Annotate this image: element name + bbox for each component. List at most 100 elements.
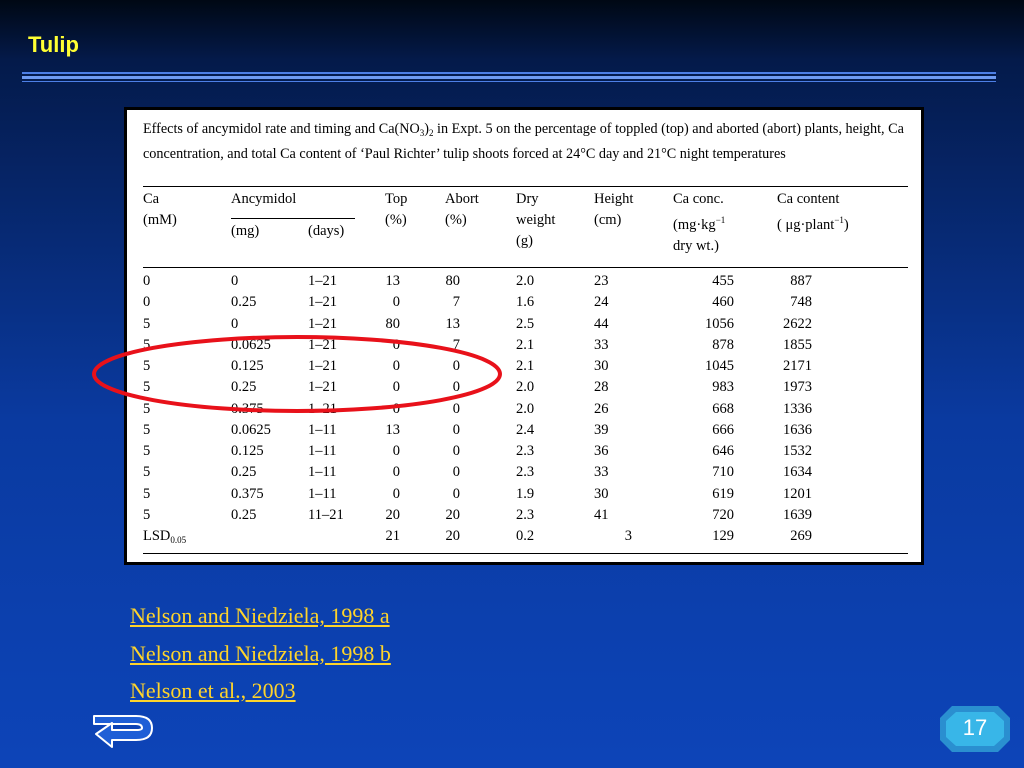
table-cell: 1–21 [308,294,337,311]
table-cell: 2171 [783,358,812,374]
table-cell: 983 [712,379,734,396]
header-ancymidol: Ancymidol [231,191,297,207]
reference-link-3[interactable]: Nelson et al., 2003 [130,678,296,703]
table-cell: 1–11 [308,485,337,502]
slide-title: Tulip [28,32,79,57]
table-cell: 24 [594,294,609,311]
table-cell: 80 [445,273,461,289]
ancymidol-rule [231,218,355,219]
table-cell: 5 [143,315,151,332]
table-cell: 0.25 [231,506,257,523]
reference-link-1[interactable]: Nelson and Niedziela, 1998 a [130,603,390,628]
table-cell: 1–21 [308,379,337,396]
page-number-badge [940,706,1010,752]
header-days: (days) [308,223,345,239]
table-cell: 36 [594,443,609,459]
header-ca-content: Ca content( μg·plant−1) [777,191,849,233]
table-cell: 26 [594,400,609,417]
table-cell: 20 [445,506,461,523]
table-cell: 1973 [783,379,812,396]
table-cell: 5 [143,400,151,417]
table-cell: 0.0625 [231,421,271,438]
table-cell: 5 [143,464,151,481]
table-cell: 5 [143,379,151,396]
table-cell: 0.0625 [231,336,271,353]
table-cell: 1532 [783,443,812,459]
table-cell: 1855 [783,336,812,353]
table-cell: 0.125 [231,443,264,459]
table-cell: 1–11 [308,421,337,438]
table-cell: 0 [452,400,460,417]
page-number: 17 [962,715,988,740]
table-cell: 878 [712,336,734,353]
reference-link-2[interactable]: Nelson and Niedziela, 1998 b [130,640,391,666]
table-cell: 0 [143,294,151,311]
table-cell: 1–11 [308,443,337,459]
table-cell: 2.3 [516,443,535,459]
table-cell: 1056 [705,315,734,332]
header-height: Height (cm) [594,191,634,228]
title-divider [22,76,996,79]
table-cell: 646 [712,443,734,459]
table-cell: 39 [594,421,609,438]
data-table-frame: Effects of ancymidol rate and timing and… [124,107,924,565]
table-cell: 80 [385,315,401,332]
table-cell: 0 [452,358,460,374]
table-cell: 0 [392,400,400,417]
table-cell: 0 [392,464,400,481]
table-cell: 0 [392,358,400,374]
return-arrow-icon[interactable] [90,714,156,750]
table-cell: 1336 [783,400,812,417]
table-cell: 1–11 [308,464,337,481]
table-bottom-rule [143,553,908,554]
table-cell: 5 [143,421,151,438]
table-cell: 710 [712,464,734,481]
table-cell: 11–21 [308,506,344,523]
table-cell: 0.25 [231,294,257,311]
table-cell: 5 [143,358,151,374]
table-cell: 0.375 [231,485,264,502]
data-table: Effects of ancymidol rate and timing and… [127,110,921,562]
title-divider [22,72,996,74]
table-cell: 887 [790,273,812,289]
table-cell: 13 [385,421,401,438]
header-dry-weight: Dry weight (g) [516,191,556,249]
table-cell: 0 [392,294,400,311]
table-cell: 619 [712,485,734,502]
table-cell: 2.0 [516,400,535,417]
table-cell: 455 [712,273,734,289]
table-cell: 1201 [783,485,812,502]
table-cell: 0 [452,421,460,438]
table-cell: 20 [385,506,401,523]
table-cell: 0 [452,464,460,481]
title-divider [22,81,996,82]
table-cell: 1–21 [308,315,337,332]
lsd-cell: 21 [385,528,401,544]
header-top: Top (%) [385,191,408,228]
table-cell: 7 [452,336,460,353]
table-cell: 0 [452,485,460,502]
table-cell: 23 [594,273,609,289]
table-cell: 5 [143,336,151,353]
table-cell: 720 [712,506,734,523]
header-ca-conc: Ca conc. (mg·kg−1 dry wt.) [673,191,726,254]
table-cell: 5 [143,485,151,502]
table-cell: 2.1 [516,336,535,353]
table-cell: 0 [143,273,151,289]
table-cell: 30 [594,485,609,502]
table-cell: 0.25 [231,464,257,481]
table-cell: 28 [594,379,609,396]
lsd-cell: 3 [624,528,632,544]
table-cell: 1–21 [308,358,337,374]
table-cell: 1639 [783,506,812,523]
table-cell: 2.3 [516,464,535,481]
table-cell: 2.5 [516,315,535,332]
table-cell: 0 [392,336,400,353]
table-cell: 668 [712,400,734,417]
table-cell: 666 [712,421,734,438]
table-cell: 33 [594,464,609,481]
table-cell: 0 [392,443,400,459]
table-top-rule [143,186,908,187]
table-cell: 13 [445,315,461,332]
table-cell: 0 [452,379,460,396]
